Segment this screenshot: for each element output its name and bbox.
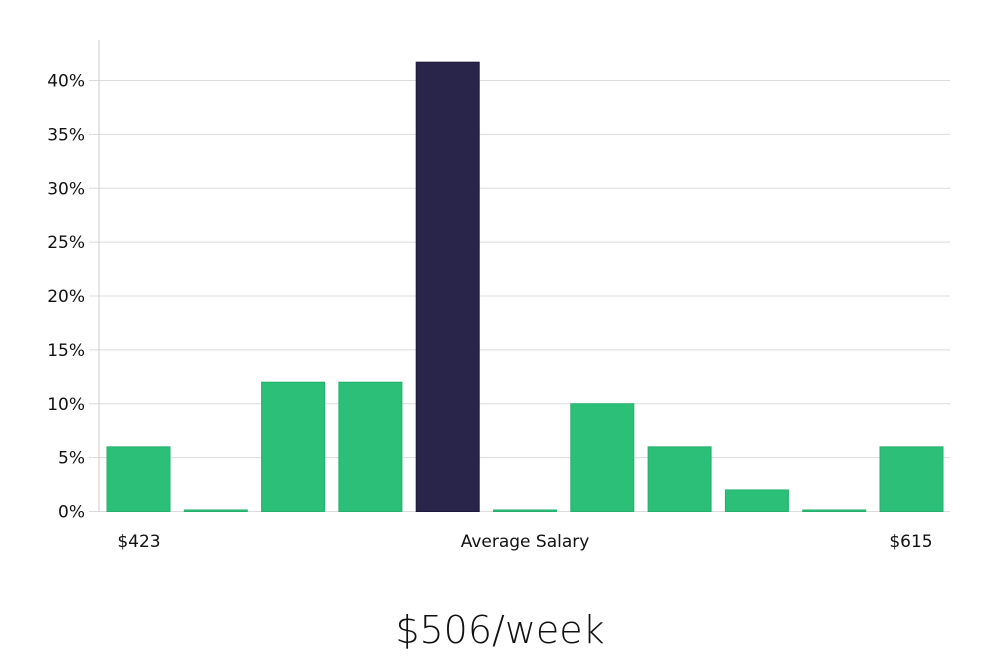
- average-salary-value: $506/week: [395, 608, 605, 652]
- bar: [647, 446, 712, 513]
- y-tick-label: 5%: [58, 449, 85, 469]
- bar: [106, 446, 171, 513]
- bar-average-highlight: [415, 61, 480, 513]
- x-label-min: $423: [117, 532, 160, 552]
- bar: [493, 509, 557, 512]
- bar: [802, 509, 867, 512]
- bar: [879, 446, 944, 513]
- y-tick-label: 0%: [58, 503, 85, 523]
- y-tick-label: 20%: [47, 287, 85, 307]
- x-axis-title: Average Salary: [461, 532, 590, 552]
- bars: [106, 61, 944, 513]
- y-tick-label: 25%: [47, 233, 85, 253]
- y-tick-label: 15%: [47, 341, 85, 361]
- y-tick-label: 35%: [47, 125, 85, 145]
- y-tick-label: 10%: [47, 395, 85, 415]
- y-axis-ticks: 0% 5% 10% 15% 20% 25% 30% 35% 40%: [47, 72, 85, 523]
- y-tick-label: 30%: [47, 179, 85, 199]
- bar: [261, 381, 326, 513]
- bar: [570, 403, 635, 512]
- bar: [183, 509, 248, 512]
- bar: [724, 489, 789, 513]
- bar: [338, 381, 403, 513]
- gridlines: [89, 80, 950, 512]
- x-label-max: $615: [889, 532, 932, 552]
- y-tick-label: 40%: [47, 72, 85, 92]
